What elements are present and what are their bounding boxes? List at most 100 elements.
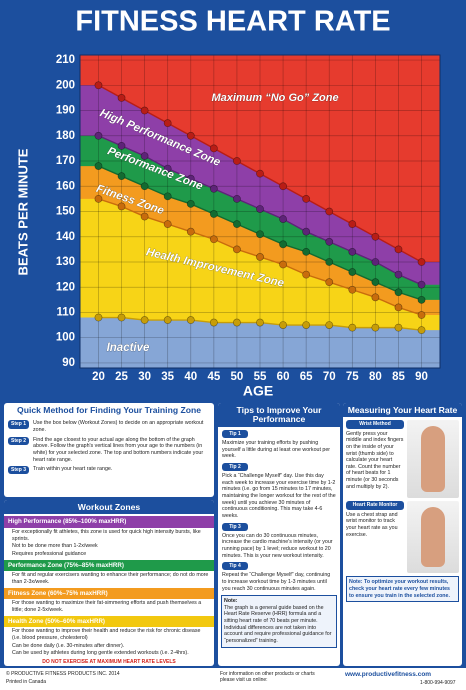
data-point — [371, 232, 380, 241]
x-tick-label: 45 — [207, 371, 220, 383]
data-point — [94, 162, 103, 170]
data-point — [256, 253, 264, 261]
y-tick-label: 90 — [62, 357, 75, 369]
data-point — [279, 260, 287, 269]
data-point — [279, 215, 287, 223]
method-row: Heart Rate Monitor Use a chest strap and … — [346, 501, 459, 574]
zone-bullet: For exceptionally fit athletes, this zon… — [12, 529, 201, 542]
note-text: Note: — [224, 598, 238, 605]
data-point — [371, 323, 380, 332]
zone-label: Inactive — [107, 342, 150, 354]
method-text-col: Heart Rate Monitor Use a chest strap and … — [346, 501, 404, 573]
data-point — [256, 205, 264, 213]
y-tick-label: 180 — [56, 130, 75, 142]
data-point — [394, 303, 403, 312]
measuring-box: Measuring Your Heart Rate Wrist Method Gen… — [343, 403, 462, 666]
y-tick-label: 110 — [56, 306, 75, 318]
zone-bullet: Requires professional guidance — [12, 551, 87, 558]
data-point — [302, 247, 311, 256]
data-point — [186, 131, 195, 140]
y-axis-label: BEATS PER MINUTE — [15, 148, 30, 275]
tips-note: Note: The graph is a general guide based … — [221, 595, 337, 648]
zone-bullet: For fit and regular exercisers wanting t… — [12, 572, 209, 585]
method-text: Use a chest strap and wrist monitor to t… — [346, 511, 398, 538]
method-text: Gently press your middle and index finge… — [346, 430, 404, 490]
data-point — [163, 192, 172, 201]
data-point — [417, 295, 426, 304]
plot-frame — [79, 54, 441, 369]
y-tick-label: 140 — [56, 231, 75, 243]
data-point — [417, 280, 426, 289]
zone-header: Fitness Zone (60%–75% maxHRR) — [4, 587, 214, 600]
zone-bullet: For those wanting to maximize their fat-… — [12, 600, 202, 613]
data-point — [394, 270, 403, 279]
x-tick-label: 90 — [415, 371, 428, 383]
data-point — [256, 169, 264, 178]
tip-label: Tip 3 — [222, 522, 248, 531]
data-point — [94, 131, 103, 140]
data-point — [233, 220, 241, 229]
data-point — [186, 316, 195, 324]
y-tick-label: 150 — [56, 206, 75, 218]
data-point — [186, 174, 195, 183]
data-point — [209, 210, 218, 218]
data-point — [163, 119, 172, 128]
method-row: Wrist Method Gently press your middle and… — [346, 420, 459, 499]
data-point — [325, 278, 334, 287]
y-tick-label: 210 — [56, 54, 75, 66]
method-label: Wrist Method — [346, 420, 404, 429]
photo — [407, 420, 459, 499]
data-point — [117, 141, 126, 150]
data-point — [233, 194, 241, 203]
data-point — [233, 157, 241, 165]
data-point — [256, 318, 264, 327]
step-label: Step 2 — [8, 436, 30, 445]
warning: DO NOT EXERCISE AT MAXIMUM HEART RATE LE… — [42, 658, 176, 665]
x-axis-label: AGE — [243, 383, 273, 399]
data-point — [186, 200, 195, 208]
data-point — [302, 227, 311, 236]
zone-header: High Performance (85%–100% maxHRR) — [4, 516, 214, 529]
data-point — [140, 212, 149, 221]
data-point — [348, 268, 357, 276]
copyright: © PRODUCTIVE FITNESS PRODUCTS INC. 2014 — [6, 671, 120, 677]
data-point — [371, 278, 380, 287]
zone-header: Health Zone (50%–60% maxHRR) — [4, 615, 214, 628]
zone-bullet: Not to be done more than 1-2x/week — [12, 543, 98, 550]
data-point — [394, 245, 403, 254]
tips-box: Tips to Improve Your Performance Tip 1 Max… — [218, 403, 340, 666]
x-tick-label: 60 — [277, 371, 290, 383]
step-row: Step 1 Use the box below (Workout Zones) … — [8, 420, 210, 433]
x-tick-label: 25 — [115, 371, 128, 383]
zone-label: Maximum “No Go” Zone — [211, 92, 338, 104]
phone: 1-800-994-9097 — [420, 680, 456, 686]
photo — [407, 501, 459, 574]
tip-text: Maximize your training efforts by pushin… — [222, 440, 331, 460]
data-point — [348, 323, 357, 332]
tip-text: Once you can do 30 continuous minutes, i… — [222, 532, 333, 559]
data-point — [117, 94, 126, 102]
more-info: For information on other products or cha… — [220, 671, 315, 683]
x-tick-label: 50 — [231, 371, 244, 383]
data-point — [163, 220, 172, 229]
data-point — [94, 313, 103, 322]
photo-figure — [421, 426, 445, 493]
data-point — [279, 240, 287, 249]
data-point — [209, 144, 218, 153]
chart: FITNESS HEART RATE BEATS PER MINUTE AGE … — [15, 5, 441, 399]
data-point — [117, 202, 126, 211]
data-point — [140, 152, 149, 160]
step-text: Find the age closest to your actual age … — [33, 436, 204, 463]
y-tick-label: 120 — [56, 281, 75, 293]
x-tick-label: 75 — [346, 371, 359, 383]
tip-text: Pick a “Challenge Myself” day. Use this … — [222, 473, 336, 519]
measuring-note: Note: To optimize your workout results, … — [346, 576, 459, 603]
data-point — [325, 207, 334, 216]
quick-method-box: Quick Method for Finding Your Training Z… — [4, 403, 214, 497]
step-row: Step 2 Find the age closest to your actua… — [8, 436, 210, 463]
x-tick-label: 40 — [184, 371, 197, 383]
panel-title: Tips to Improve Your Performance — [218, 403, 340, 427]
x-tick-label: 80 — [369, 371, 382, 383]
step-label: Step 3 — [8, 466, 30, 475]
data-point — [209, 235, 218, 244]
